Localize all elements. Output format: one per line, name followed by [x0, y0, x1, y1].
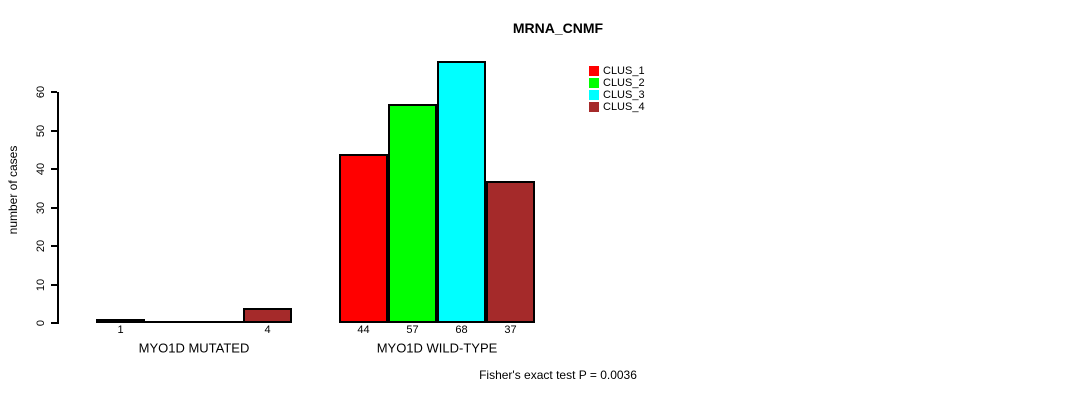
stat-annotation: Fisher's exact test P = 0.0036 [479, 368, 637, 382]
legend-swatch-clus_3 [589, 90, 599, 100]
zero-bar-line [194, 321, 243, 323]
y-axis-label: number of cases [6, 145, 20, 235]
y-tick-label: 40 [35, 162, 47, 176]
bar-clus_4-wildtype [486, 181, 535, 323]
bar-clus_1-wildtype [339, 154, 388, 323]
bar-value-label: 1 [117, 324, 124, 336]
chart-title: MRNA_CNMF [512, 20, 604, 36]
y-tick-label: 50 [35, 124, 47, 138]
bar-value-label: 37 [504, 324, 517, 336]
y-tick-mark [51, 207, 57, 209]
y-tick-mark [51, 322, 57, 324]
legend-swatch-clus_2 [589, 78, 599, 88]
legend-label-clus_4: CLUS_4 [603, 101, 645, 113]
bar-value-label: 68 [455, 324, 468, 336]
y-tick-label: 0 [35, 319, 47, 327]
bar-value-label: 44 [357, 324, 370, 336]
bar-clus_3-wildtype [437, 61, 486, 323]
y-tick-mark [51, 168, 57, 170]
bar-value-label: 57 [406, 324, 419, 336]
y-tick-label: 60 [35, 85, 47, 99]
y-axis-line [57, 92, 59, 324]
group-label-mutated: MYO1D MUTATED [138, 340, 250, 356]
bar-value-label: 4 [264, 324, 271, 336]
legend-swatch-clus_1 [589, 66, 599, 76]
legend-swatch-clus_4 [589, 102, 599, 112]
y-tick-mark [51, 284, 57, 286]
bar-clus_1-mutated [96, 319, 145, 323]
bar-clus_4-mutated [243, 308, 292, 323]
legend-label-clus_2: CLUS_2 [603, 77, 645, 89]
zero-bar-line [145, 321, 194, 323]
group-label-wildtype: MYO1D WILD-TYPE [376, 340, 498, 356]
y-tick-label: 30 [35, 201, 47, 215]
y-tick-label: 10 [35, 278, 47, 292]
y-tick-mark [51, 245, 57, 247]
y-tick-label: 20 [35, 239, 47, 253]
bar-clus_2-wildtype [388, 104, 437, 323]
y-tick-mark [51, 130, 57, 132]
legend-label-clus_1: CLUS_1 [603, 65, 645, 77]
legend-label-clus_3: CLUS_3 [603, 89, 645, 101]
y-tick-mark [51, 91, 57, 93]
